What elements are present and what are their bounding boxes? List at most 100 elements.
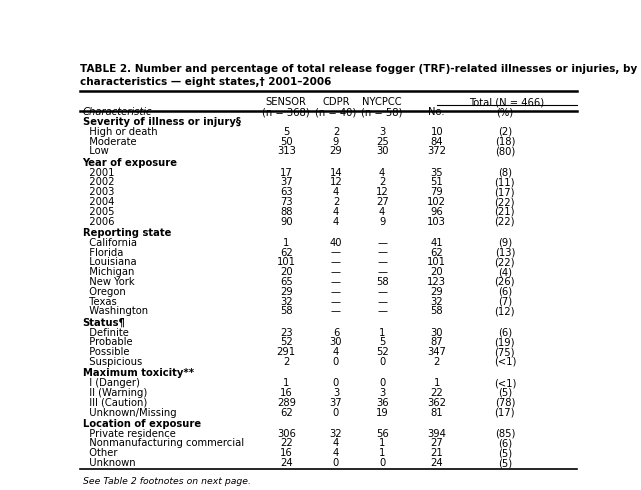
Text: (13): (13) — [495, 247, 515, 258]
Text: Suspicious: Suspicious — [83, 357, 142, 367]
Text: (5): (5) — [498, 388, 512, 398]
Text: 22: 22 — [431, 388, 443, 398]
Text: Oregon: Oregon — [83, 287, 126, 297]
Text: 73: 73 — [280, 197, 292, 207]
Text: 32: 32 — [280, 296, 292, 307]
Text: Total (N = 466): Total (N = 466) — [469, 98, 544, 107]
Text: Definite: Definite — [83, 327, 128, 338]
Text: (n = 368): (n = 368) — [262, 107, 310, 117]
Text: (%): (%) — [496, 107, 513, 117]
Text: 58: 58 — [376, 277, 388, 287]
Text: 1: 1 — [433, 378, 440, 388]
Text: NYCPCC: NYCPCC — [362, 98, 402, 107]
Text: (21): (21) — [495, 207, 515, 217]
Text: 10: 10 — [431, 127, 443, 137]
Text: Moderate: Moderate — [83, 137, 137, 147]
Text: 51: 51 — [431, 177, 443, 187]
Text: Louisiana: Louisiana — [83, 257, 137, 268]
Text: (6): (6) — [498, 287, 512, 297]
Text: 25: 25 — [376, 137, 388, 147]
Text: 14: 14 — [329, 168, 342, 177]
Text: (80): (80) — [495, 147, 515, 156]
Text: High or death: High or death — [83, 127, 157, 137]
Text: 30: 30 — [329, 337, 342, 347]
Text: 88: 88 — [280, 207, 292, 217]
Text: —: — — [377, 238, 387, 248]
Text: Unknown: Unknown — [83, 458, 135, 468]
Text: 84: 84 — [431, 137, 443, 147]
Text: 0: 0 — [379, 458, 385, 468]
Text: CDPR: CDPR — [322, 98, 350, 107]
Text: 4: 4 — [333, 187, 339, 197]
Text: 81: 81 — [431, 408, 443, 417]
Text: 2004: 2004 — [83, 197, 114, 207]
Text: (22): (22) — [495, 217, 515, 226]
Text: 41: 41 — [431, 238, 443, 248]
Text: 16: 16 — [280, 448, 293, 458]
Text: 123: 123 — [428, 277, 446, 287]
Text: 37: 37 — [329, 398, 342, 408]
Text: 40: 40 — [329, 238, 342, 248]
Text: (19): (19) — [495, 337, 515, 347]
Text: 4: 4 — [379, 207, 385, 217]
Text: 1: 1 — [283, 238, 290, 248]
Text: —: — — [331, 296, 341, 307]
Text: 58: 58 — [280, 306, 292, 317]
Text: 29: 29 — [431, 287, 443, 297]
Text: 362: 362 — [428, 398, 446, 408]
Text: 22: 22 — [280, 439, 293, 448]
Text: Probable: Probable — [83, 337, 132, 347]
Text: 101: 101 — [428, 257, 446, 268]
Text: 4: 4 — [333, 347, 339, 357]
Text: 101: 101 — [277, 257, 296, 268]
Text: (6): (6) — [498, 439, 512, 448]
Text: New York: New York — [83, 277, 134, 287]
Text: II (Warning): II (Warning) — [83, 388, 147, 398]
Text: 29: 29 — [280, 287, 293, 297]
Text: (7): (7) — [498, 296, 512, 307]
Text: 4: 4 — [379, 168, 385, 177]
Text: (17): (17) — [495, 187, 515, 197]
Text: 1: 1 — [379, 327, 385, 338]
Text: (<1): (<1) — [494, 357, 516, 367]
Text: Maximum toxicity**: Maximum toxicity** — [83, 368, 194, 378]
Text: 9: 9 — [379, 217, 385, 226]
Text: 32: 32 — [431, 296, 443, 307]
Text: 27: 27 — [431, 439, 443, 448]
Text: I (Danger): I (Danger) — [83, 378, 140, 388]
Text: (22): (22) — [495, 197, 515, 207]
Text: —: — — [377, 287, 387, 297]
Text: (12): (12) — [495, 306, 515, 317]
Text: 347: 347 — [428, 347, 446, 357]
Text: 2: 2 — [379, 177, 385, 187]
Text: (2): (2) — [498, 127, 512, 137]
Text: 65: 65 — [280, 277, 293, 287]
Text: 19: 19 — [376, 408, 388, 417]
Text: 0: 0 — [379, 357, 385, 367]
Text: 394: 394 — [428, 429, 446, 439]
Text: See Table 2 footnotes on next page.: See Table 2 footnotes on next page. — [83, 477, 251, 486]
Text: Status¶: Status¶ — [83, 318, 126, 328]
Text: 372: 372 — [428, 147, 446, 156]
Text: 90: 90 — [280, 217, 292, 226]
Text: 1: 1 — [379, 448, 385, 458]
Text: Texas: Texas — [83, 296, 117, 307]
Text: (5): (5) — [498, 458, 512, 468]
Text: —: — — [331, 267, 341, 277]
Text: 2: 2 — [333, 197, 339, 207]
Text: (n = 58): (n = 58) — [362, 107, 403, 117]
Text: California: California — [83, 238, 137, 248]
Text: 0: 0 — [333, 458, 339, 468]
Text: SENSOR: SENSOR — [266, 98, 307, 107]
Text: Washington: Washington — [83, 306, 147, 317]
Text: 103: 103 — [428, 217, 446, 226]
Text: 9: 9 — [333, 137, 339, 147]
Text: (18): (18) — [495, 137, 515, 147]
Text: 16: 16 — [280, 388, 293, 398]
Text: 0: 0 — [379, 378, 385, 388]
Text: 6: 6 — [333, 327, 339, 338]
Text: (6): (6) — [498, 327, 512, 338]
Text: 35: 35 — [431, 168, 443, 177]
Text: 4: 4 — [333, 217, 339, 226]
Text: 79: 79 — [431, 187, 443, 197]
